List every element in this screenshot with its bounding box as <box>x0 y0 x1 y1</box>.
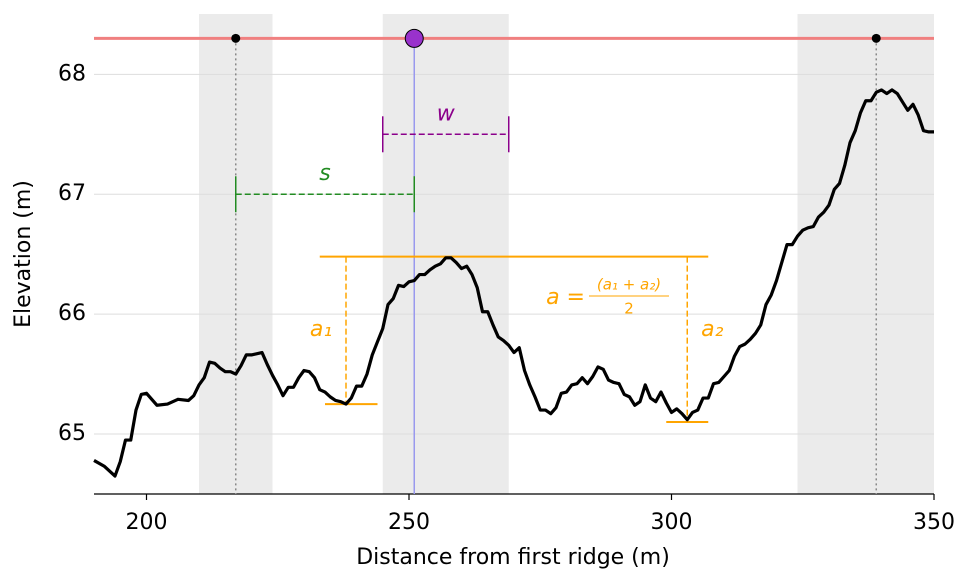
formula-lhs: a = <box>546 285 585 310</box>
ridge-point <box>871 33 881 43</box>
x-tick-label: 350 <box>913 510 955 535</box>
y-axis-label: Elevation (m) <box>11 180 36 328</box>
s-measure-label: s <box>319 161 330 186</box>
window-span <box>797 14 934 494</box>
amplitude-a1-label: a₁ <box>310 317 332 342</box>
formula-numerator: (a₁ + a₂) <box>597 276 661 294</box>
center-point <box>404 28 424 48</box>
ridge-point <box>231 33 241 43</box>
formula-denominator: 2 <box>624 300 634 318</box>
y-tick-label: 65 <box>58 421 86 446</box>
x-tick-label: 250 <box>388 510 430 535</box>
elevation-line <box>93 88 934 478</box>
amplitude-a2-label: a₂ <box>701 317 723 342</box>
w-measure-label: w <box>437 101 456 126</box>
x-tick-label: 300 <box>651 510 693 535</box>
window-span <box>382 14 509 494</box>
y-tick-label: 67 <box>58 181 86 206</box>
y-tick-label: 66 <box>58 301 86 326</box>
x-axis-label: Distance from first ridge (m) <box>356 545 670 570</box>
y-tick-label: 68 <box>58 61 86 86</box>
x-tick-label: 200 <box>126 510 168 535</box>
